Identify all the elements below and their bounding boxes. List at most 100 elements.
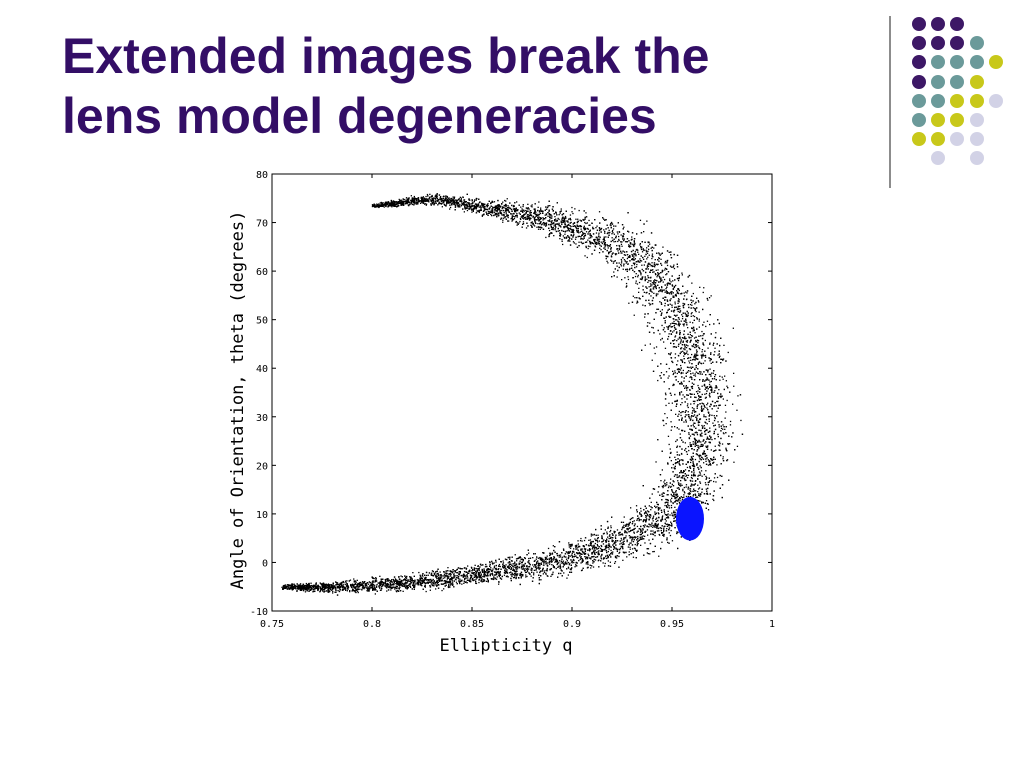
- scatter-point: [532, 557, 534, 559]
- scatter-point: [511, 220, 513, 222]
- scatter-point: [359, 588, 361, 590]
- scatter-point: [589, 539, 592, 541]
- scatter-point: [724, 375, 726, 377]
- scatter-point: [637, 301, 639, 303]
- scatter-point: [493, 206, 496, 209]
- scatter-point: [463, 211, 465, 213]
- scatter-point: [430, 203, 432, 205]
- scatter-point: [674, 500, 677, 503]
- scatter-point: [478, 206, 480, 208]
- scatter-point: [394, 205, 396, 207]
- scatter-point: [590, 237, 592, 239]
- scatter-point: [551, 561, 553, 563]
- scatter-point: [677, 279, 680, 282]
- scatter-point: [454, 204, 456, 206]
- scatter-point: [553, 557, 556, 559]
- scatter-point: [642, 248, 644, 250]
- scatter-point: [484, 580, 486, 582]
- scatter-point: [554, 225, 556, 227]
- scatter-point: [378, 203, 380, 205]
- scatter-point: [566, 225, 568, 227]
- scatter-point: [486, 580, 488, 582]
- scatter-point: [654, 264, 656, 266]
- scatter-point: [623, 259, 626, 261]
- scatter-point: [686, 339, 689, 342]
- scatter-point: [462, 576, 464, 578]
- scatter-point: [502, 221, 504, 223]
- scatter-point: [621, 245, 623, 247]
- scatter-point: [589, 245, 591, 248]
- scatter-point: [671, 490, 673, 492]
- scatter-point: [584, 255, 586, 257]
- scatter-point: [694, 373, 696, 375]
- scatter-point: [609, 534, 611, 536]
- scatter-point: [580, 557, 582, 559]
- decorative-dot: [912, 113, 926, 127]
- scatter-point: [697, 444, 699, 447]
- scatter-point: [681, 318, 684, 320]
- scatter-point: [528, 217, 531, 220]
- scatter-point: [454, 576, 456, 578]
- scatter-point: [567, 574, 569, 576]
- scatter-point: [647, 510, 649, 512]
- scatter-point: [664, 317, 666, 319]
- scatter-point: [640, 510, 642, 512]
- scatter-point: [539, 212, 542, 214]
- decorative-dot: [950, 55, 965, 70]
- scatter-point: [656, 526, 659, 528]
- scatter-point: [634, 549, 637, 551]
- scatter-point: [519, 218, 522, 220]
- scatter-point: [363, 588, 365, 590]
- scatter-point: [656, 276, 658, 278]
- scatter-point: [583, 236, 585, 238]
- scatter-point: [579, 540, 582, 542]
- scatter-point: [644, 255, 646, 257]
- scatter-point: [516, 214, 518, 217]
- scatter-point: [652, 530, 654, 532]
- scatter-point: [687, 493, 689, 495]
- scatter-point: [660, 480, 662, 482]
- scatter-point: [523, 568, 525, 571]
- scatter-point: [459, 200, 461, 203]
- scatter-point: [688, 433, 690, 435]
- scatter-point: [692, 455, 694, 457]
- scatter-point: [387, 201, 390, 203]
- scatter-point: [682, 350, 684, 352]
- scatter-point: [650, 247, 652, 249]
- scatter-point: [464, 575, 466, 578]
- scatter-point: [664, 479, 666, 481]
- scatter-point: [459, 206, 461, 208]
- scatter-point: [562, 560, 565, 562]
- scatter-point: [683, 303, 686, 305]
- scatter-point: [714, 387, 716, 389]
- scatter-point: [539, 228, 541, 230]
- scatter-point: [690, 337, 692, 339]
- scatter-point: [645, 268, 647, 270]
- scatter-point: [607, 560, 609, 562]
- scatter-point: [710, 372, 713, 374]
- scatter-point: [415, 583, 417, 585]
- scatter-point: [676, 451, 678, 453]
- scatter-point: [673, 492, 675, 494]
- scatter-point: [664, 305, 666, 307]
- scatter-point: [626, 257, 629, 260]
- scatter-point: [698, 494, 700, 496]
- scatter-point: [670, 281, 672, 283]
- scatter-point: [416, 579, 418, 581]
- scatter-point: [685, 486, 687, 488]
- scatter-point: [545, 557, 548, 559]
- scatter-point: [457, 202, 460, 205]
- scatter-point: [394, 586, 396, 589]
- scatter-point: [508, 564, 510, 566]
- scatter-point: [402, 583, 404, 585]
- scatter-point: [678, 413, 680, 415]
- scatter-point: [691, 378, 693, 380]
- scatter-point: [703, 462, 705, 464]
- scatter-point: [507, 205, 509, 207]
- scatter-point: [657, 273, 660, 275]
- scatter-point: [614, 253, 616, 255]
- scatter-point: [608, 245, 610, 247]
- scatter-point: [305, 582, 307, 585]
- scatter-point: [717, 354, 719, 356]
- scatter-point: [575, 243, 577, 245]
